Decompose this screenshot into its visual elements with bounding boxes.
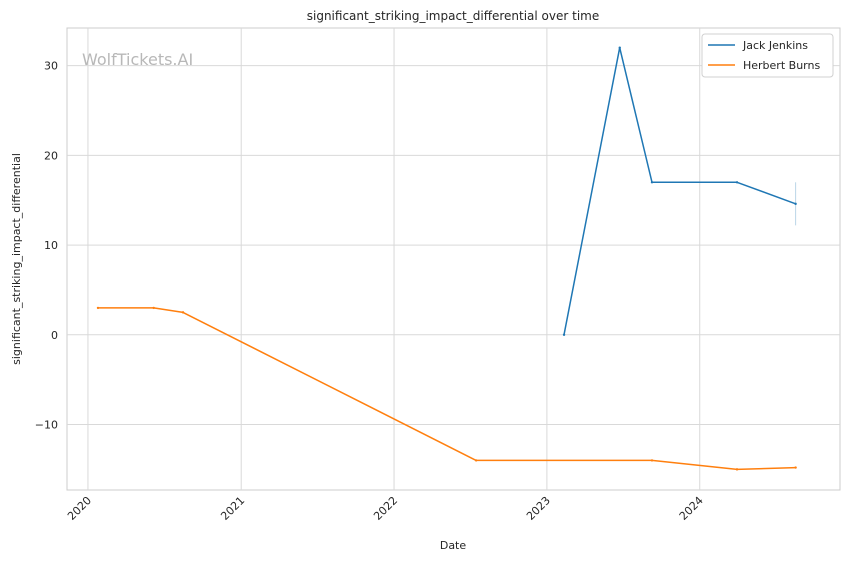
data-point-jack-jenkins xyxy=(735,181,739,184)
y-tick-label: 20 xyxy=(44,149,58,162)
x-axis-title: Date xyxy=(440,539,467,552)
gridlines xyxy=(67,28,840,490)
legend: Jack Jenkins Herbert Burns xyxy=(701,33,834,78)
data-point-jack-jenkins xyxy=(650,181,654,184)
data-point-herbert-burns xyxy=(474,459,478,462)
y-tick-label: 30 xyxy=(44,60,58,73)
chart-title: significant_striking_impact_differential… xyxy=(307,9,599,23)
data-point-herbert-burns xyxy=(181,311,185,314)
plot-area xyxy=(66,27,841,491)
y-tick-label: 0 xyxy=(51,329,58,342)
data-point-herbert-burns xyxy=(152,306,155,310)
data-point-herbert-burns xyxy=(794,466,797,469)
legend-label-jack-jenkins: Jack Jenkins xyxy=(742,39,808,52)
y-axis-title: significant_striking_impact_differential xyxy=(10,153,23,365)
series-layer xyxy=(96,46,797,471)
y-tick-label: 10 xyxy=(44,239,58,252)
data-point-jack-jenkins xyxy=(794,202,797,206)
data-point-jack-jenkins xyxy=(562,333,566,337)
data-point-herbert-burns xyxy=(96,306,100,310)
legend-label-herbert-burns: Herbert Burns xyxy=(743,59,820,72)
data-point-herbert-burns xyxy=(650,459,654,462)
watermark-text: WolfTickets.AI xyxy=(82,50,193,69)
data-point-herbert-burns xyxy=(735,468,739,471)
data-point-jack-jenkins xyxy=(618,46,621,49)
y-tick-label: −10 xyxy=(35,419,58,432)
